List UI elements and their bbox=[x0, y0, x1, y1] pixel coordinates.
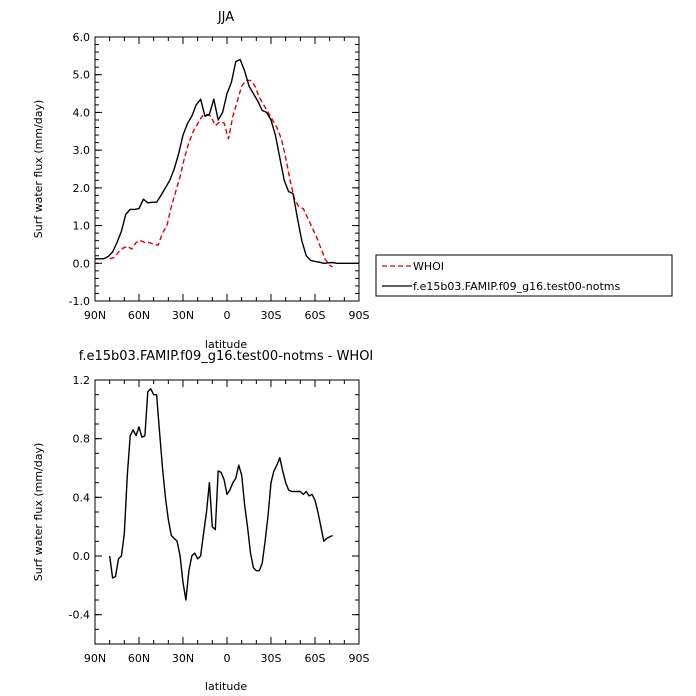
bottom-x-tick-label: 90N bbox=[84, 652, 106, 665]
bottom-y-tick-label: 1.2 bbox=[73, 374, 91, 387]
bottom-plot-frame bbox=[94, 379, 360, 645]
top-y-tick-label: 5.0 bbox=[73, 69, 91, 82]
bottom-panel: f.e15b03.FAMIP.f09_g16.test00-notms - WH… bbox=[32, 349, 373, 693]
legend-label-model: f.e15b03.FAMIP.f09_g16.test00-notms bbox=[413, 280, 620, 293]
top-y-tick-label: 4.0 bbox=[73, 106, 91, 119]
bottom-y-axis-label: Surf water flux (mm/day) bbox=[32, 443, 45, 582]
bottom-y-tick-label: 0.4 bbox=[73, 491, 91, 504]
top-plot-frame bbox=[94, 36, 360, 302]
top-y-tick-label: 1.0 bbox=[73, 220, 91, 233]
bottom-x-tick-label: 90S bbox=[349, 652, 370, 665]
bottom-series-line-0 bbox=[109, 388, 333, 601]
top-chart-title: JJA bbox=[217, 10, 234, 25]
top-y-tick-label: 2.0 bbox=[73, 182, 91, 195]
bottom-y-tick-label: -0.4 bbox=[69, 609, 90, 622]
legend-label-whoi: WHOI bbox=[413, 260, 444, 273]
top-x-tick-label: 60N bbox=[128, 309, 150, 322]
top-panel: JJA 90N 60N 30N 0 30S 60S 90S -1.0 0.0 1.0 2.0 3.0 4… bbox=[32, 10, 673, 351]
bottom-x-tick-label: 30S bbox=[261, 652, 282, 665]
top-series-line-1 bbox=[95, 58, 359, 264]
bottom-x-tick-label: 0 bbox=[224, 652, 231, 665]
top-y-tick-label: 6.0 bbox=[73, 31, 91, 44]
top-y-tick-label: 0.0 bbox=[73, 257, 91, 270]
top-y-axis-label: Surf water flux (mm/day) bbox=[32, 100, 45, 239]
legend: WHOI f.e15b03.FAMIP.f09_g16.test00-notms bbox=[375, 254, 673, 297]
top-series-line-0 bbox=[109, 79, 333, 268]
top-x-tick-label: 90S bbox=[349, 309, 370, 322]
bottom-x-tick-label: 30N bbox=[172, 652, 194, 665]
bottom-x-tick-label: 60N bbox=[128, 652, 150, 665]
bottom-series-lines bbox=[109, 388, 333, 601]
top-x-tick-label: 60S bbox=[305, 309, 326, 322]
top-series-lines bbox=[95, 58, 359, 268]
top-x-tick-label: 0 bbox=[224, 309, 231, 322]
bottom-y-tick-label: 0.0 bbox=[73, 550, 91, 563]
top-x-tick-label: 90N bbox=[84, 309, 106, 322]
top-x-axis-label: latitude bbox=[205, 338, 247, 351]
legend-box bbox=[375, 254, 673, 297]
top-y-tick-label: -1.0 bbox=[69, 295, 90, 308]
bottom-chart-title: f.e15b03.FAMIP.f09_g16.test00-notms - WH… bbox=[79, 349, 374, 364]
bottom-y-tick-label: 0.8 bbox=[73, 433, 91, 446]
top-ticks: 90N 60N 30N 0 30S 60S 90S -1.0 0.0 1.0 2.0 3.0 4.0 5.… bbox=[69, 31, 370, 322]
top-y-tick-label: 3.0 bbox=[73, 144, 91, 157]
top-x-tick-label: 30S bbox=[261, 309, 282, 322]
bottom-x-tick-label: 60S bbox=[305, 652, 326, 665]
top-x-tick-label: 30N bbox=[172, 309, 194, 322]
bottom-x-axis-label: latitude bbox=[205, 680, 247, 693]
bottom-ticks: 90N 60N 30N 0 30S 60S 90S -0.4 0.0 0.4 0.8 1.2 bbox=[69, 374, 370, 665]
